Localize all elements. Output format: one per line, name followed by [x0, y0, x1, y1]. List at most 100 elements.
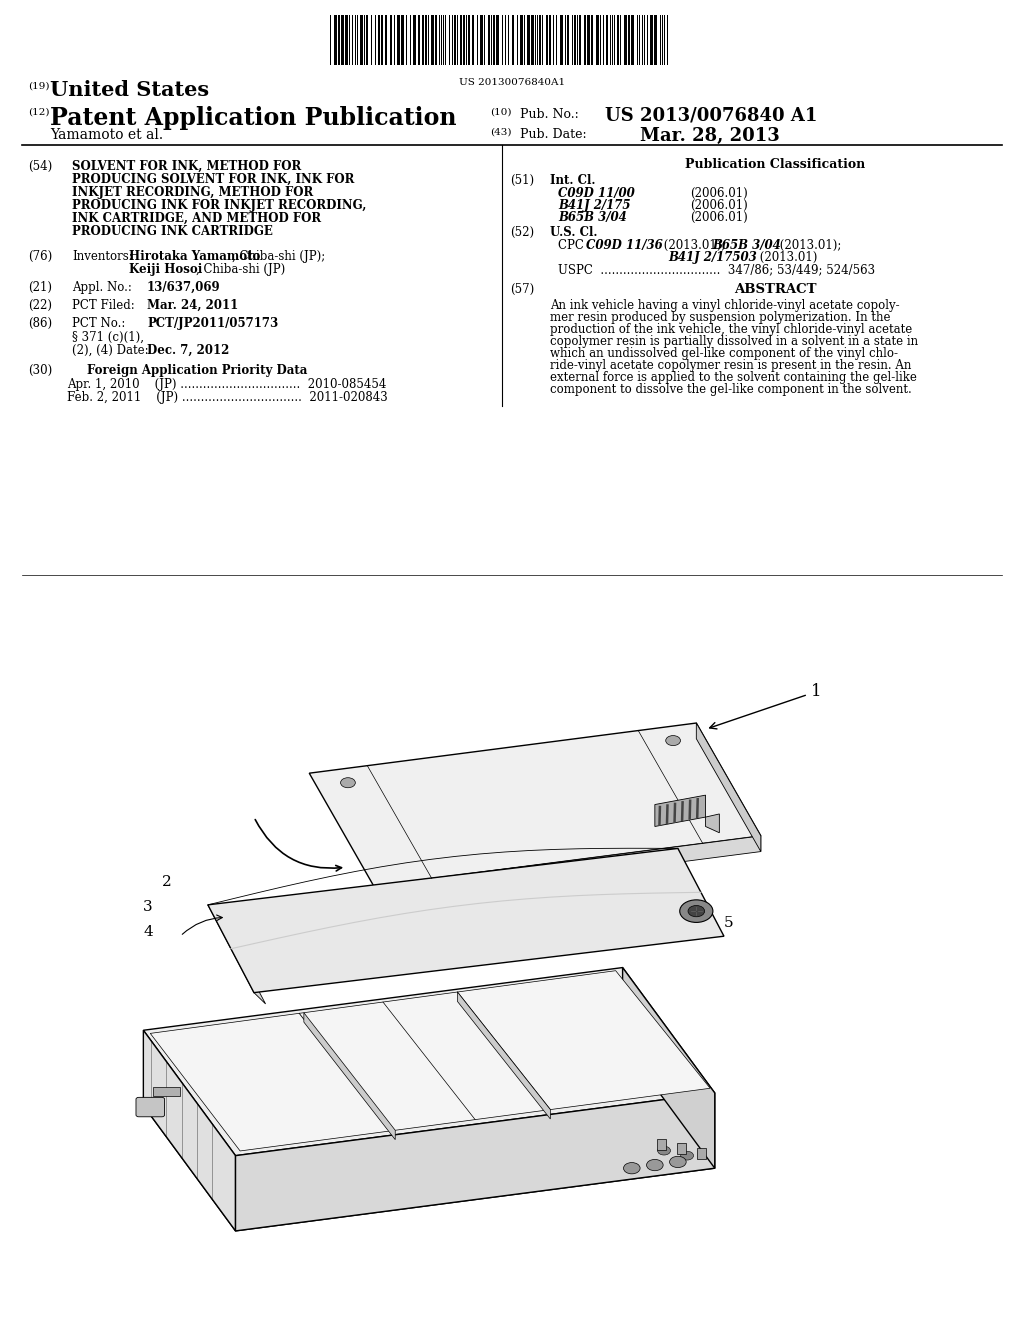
Text: (86): (86) [28, 317, 52, 330]
Bar [366, 15, 368, 65]
Text: (54): (54) [28, 160, 52, 173]
Text: (30): (30) [28, 364, 52, 378]
Text: (2013.01);: (2013.01); [776, 239, 842, 252]
Bar [539, 15, 541, 65]
Bar [677, 1143, 686, 1155]
Bar [460, 15, 462, 65]
Bar [463, 15, 465, 65]
Bar [472, 15, 474, 65]
Bar [341, 15, 344, 65]
Bar [488, 15, 490, 65]
Text: (19): (19) [28, 82, 49, 91]
Text: PRODUCING INK CARTRIDGE: PRODUCING INK CARTRIDGE [72, 224, 272, 238]
Text: Patent Application Publication: Patent Application Publication [50, 106, 457, 129]
Bar [650, 15, 653, 65]
Bar [422, 15, 424, 65]
Polygon shape [696, 723, 761, 851]
Text: US 20130076840A1: US 20130076840A1 [459, 78, 565, 87]
Bar [338, 15, 340, 65]
Text: (43): (43) [490, 128, 512, 137]
Text: (2), (4) Date:: (2), (4) Date: [72, 345, 148, 356]
Polygon shape [374, 836, 761, 902]
Bar [431, 15, 434, 65]
Text: B41J 2/175: B41J 2/175 [558, 199, 631, 213]
Text: copolymer resin is partially dissolved in a solvent in a state in: copolymer resin is partially dissolved i… [550, 335, 919, 348]
Text: (2006.01): (2006.01) [690, 199, 748, 213]
Text: INKJET RECORDING, METHOD FOR: INKJET RECORDING, METHOD FOR [72, 186, 313, 199]
Bar [385, 15, 387, 65]
Text: Apr. 1, 2010    (JP) ................................  2010-085454: Apr. 1, 2010 (JP) ......................… [67, 378, 386, 391]
Text: , Chiba-shi (JP): , Chiba-shi (JP) [196, 263, 286, 276]
Text: U.S. Cl.: U.S. Cl. [550, 226, 597, 239]
Bar [584, 15, 586, 65]
Polygon shape [309, 723, 761, 886]
Circle shape [657, 1146, 671, 1155]
Polygon shape [458, 993, 550, 1119]
Bar [654, 15, 657, 65]
Polygon shape [143, 1043, 715, 1230]
Text: B65B 3/04: B65B 3/04 [712, 239, 780, 252]
Text: ride-vinyl acetate copolymer resin is present in the resin. An: ride-vinyl acetate copolymer resin is pr… [550, 359, 911, 372]
Text: external force is applied to the solvent containing the gel-like: external force is applied to the solvent… [550, 371, 916, 384]
Text: (22): (22) [28, 300, 52, 312]
Text: ABSTRACT: ABSTRACT [734, 282, 816, 296]
Bar [527, 15, 530, 65]
Circle shape [341, 777, 355, 788]
Bar [560, 15, 563, 65]
Text: PCT/JP2011/057173: PCT/JP2011/057173 [147, 317, 279, 330]
Text: 5: 5 [724, 916, 733, 929]
Text: (12): (12) [28, 108, 49, 117]
Text: Pub. Date:: Pub. Date: [520, 128, 587, 141]
Polygon shape [143, 1030, 236, 1230]
Bar [468, 15, 470, 65]
Bar [656, 1139, 666, 1150]
Text: 2: 2 [162, 875, 172, 890]
Polygon shape [208, 849, 724, 993]
Bar [345, 15, 348, 65]
Text: (52): (52) [510, 226, 535, 239]
Polygon shape [304, 1012, 395, 1139]
Text: , Chiba-shi (JP);: , Chiba-shi (JP); [232, 249, 326, 263]
Text: (57): (57) [510, 282, 535, 296]
Bar [425, 15, 427, 65]
Bar [617, 15, 618, 65]
Text: B65B 3/04: B65B 3/04 [558, 211, 627, 224]
Text: (51): (51) [510, 174, 535, 187]
Bar [381, 15, 383, 65]
Text: C09D 11/36: C09D 11/36 [586, 239, 663, 252]
Polygon shape [151, 970, 711, 1151]
Circle shape [666, 735, 681, 746]
Bar [579, 15, 581, 65]
Text: Appl. No.:: Appl. No.: [72, 281, 132, 294]
Text: Inventors:: Inventors: [72, 249, 133, 263]
Text: SOLVENT FOR INK, METHOD FOR: SOLVENT FOR INK, METHOD FOR [72, 160, 301, 173]
Text: Keiji Hosoi: Keiji Hosoi [129, 263, 203, 276]
Polygon shape [143, 968, 715, 1156]
Bar [378, 15, 380, 65]
Text: Int. Cl.: Int. Cl. [550, 174, 596, 187]
Text: § 371 (c)(1),: § 371 (c)(1), [72, 331, 144, 345]
Text: United States: United States [50, 81, 209, 100]
Bar [628, 15, 630, 65]
Bar [496, 15, 499, 65]
Text: (2013.01);: (2013.01); [660, 239, 729, 252]
Bar [401, 15, 404, 65]
Text: PRODUCING SOLVENT FOR INK, INK FOR: PRODUCING SOLVENT FOR INK, INK FOR [72, 173, 354, 186]
Text: Mar. 28, 2013: Mar. 28, 2013 [640, 127, 779, 145]
Bar [549, 15, 551, 65]
Bar [413, 15, 416, 65]
Bar [531, 15, 534, 65]
Text: Yamamoto et al.: Yamamoto et al. [50, 128, 163, 143]
Bar [334, 15, 337, 65]
Text: An ink vehicle having a vinyl chloride-vinyl acetate copoly-: An ink vehicle having a vinyl chloride-v… [550, 300, 900, 312]
Circle shape [670, 1156, 686, 1168]
Text: production of the ink vehicle, the vinyl chloride-vinyl acetate: production of the ink vehicle, the vinyl… [550, 323, 912, 337]
Text: PCT Filed:: PCT Filed: [72, 300, 135, 312]
Text: INK CARTRIDGE, AND METHOD FOR: INK CARTRIDGE, AND METHOD FOR [72, 213, 322, 224]
Polygon shape [208, 906, 265, 1005]
Bar [512, 15, 514, 65]
Bar [546, 15, 548, 65]
Circle shape [688, 906, 705, 917]
Text: PRODUCING INK FOR INKJET RECORDING,: PRODUCING INK FOR INKJET RECORDING, [72, 199, 367, 213]
Text: Mar. 24, 2011: Mar. 24, 2011 [147, 300, 239, 312]
